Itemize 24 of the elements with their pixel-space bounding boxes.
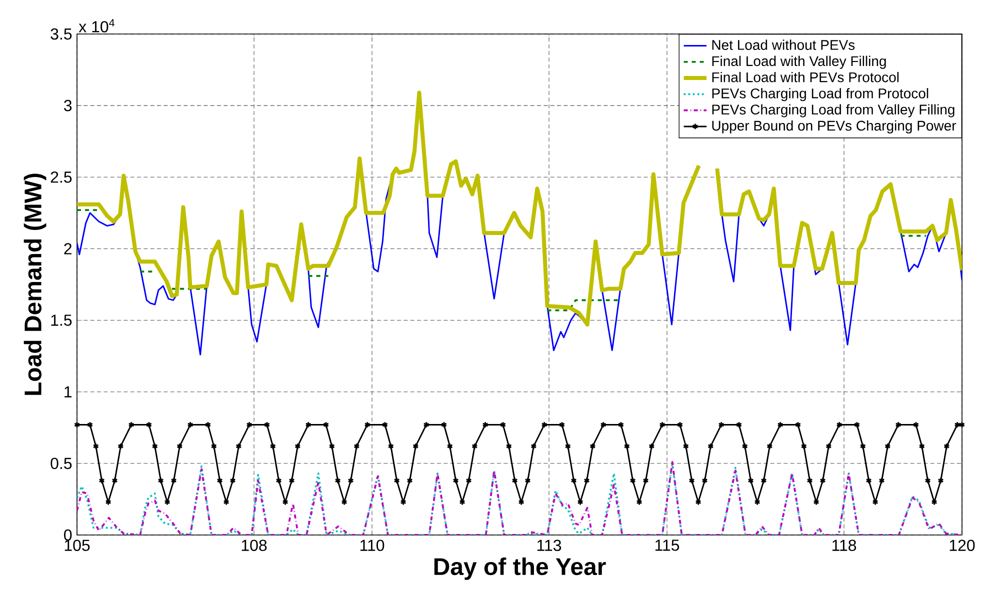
y-tick-label: 3 [64, 100, 72, 112]
y-tick-label: 2 [64, 243, 72, 254]
legend-label: Final Load with PEVs Protocol [712, 72, 899, 82]
legend-label: Net Load without PEVs [712, 40, 855, 50]
x-axis-title: Day of the Year [434, 558, 606, 580]
x-tick-label: 108 [242, 540, 267, 552]
y-tick-label: 2.5 [50, 171, 72, 183]
y-tick-label: 1 [64, 386, 72, 398]
text: x 10$^{4}$ [78, 19, 114, 32]
y-tick-label: 0.5 [50, 458, 72, 470]
x-tick-label: 120 [950, 540, 975, 552]
x-tick-label: 110 [360, 540, 384, 552]
y-tick-label: 0 [64, 529, 72, 541]
legend-label: PEVs Charging Load from Valley Filling [712, 104, 954, 118]
legend-label: Final Load with Valley Filling [712, 56, 886, 69]
y-axis-title: Load Demand (MW) [24, 174, 46, 395]
x-tick-label: 118 [832, 540, 856, 552]
y-tick-label: 1.5 [51, 314, 72, 326]
legend-label: Upper Bound on PEVs Charging Power [712, 120, 956, 134]
y-tick-label: 3.5 [50, 28, 72, 40]
legend-label: PEVs Charging Load from Protocol [712, 88, 928, 102]
x-tick-label: 115 [655, 540, 680, 551]
x-tick-label: 105 [64, 540, 90, 552]
x-tick-label: 113 [537, 540, 562, 552]
